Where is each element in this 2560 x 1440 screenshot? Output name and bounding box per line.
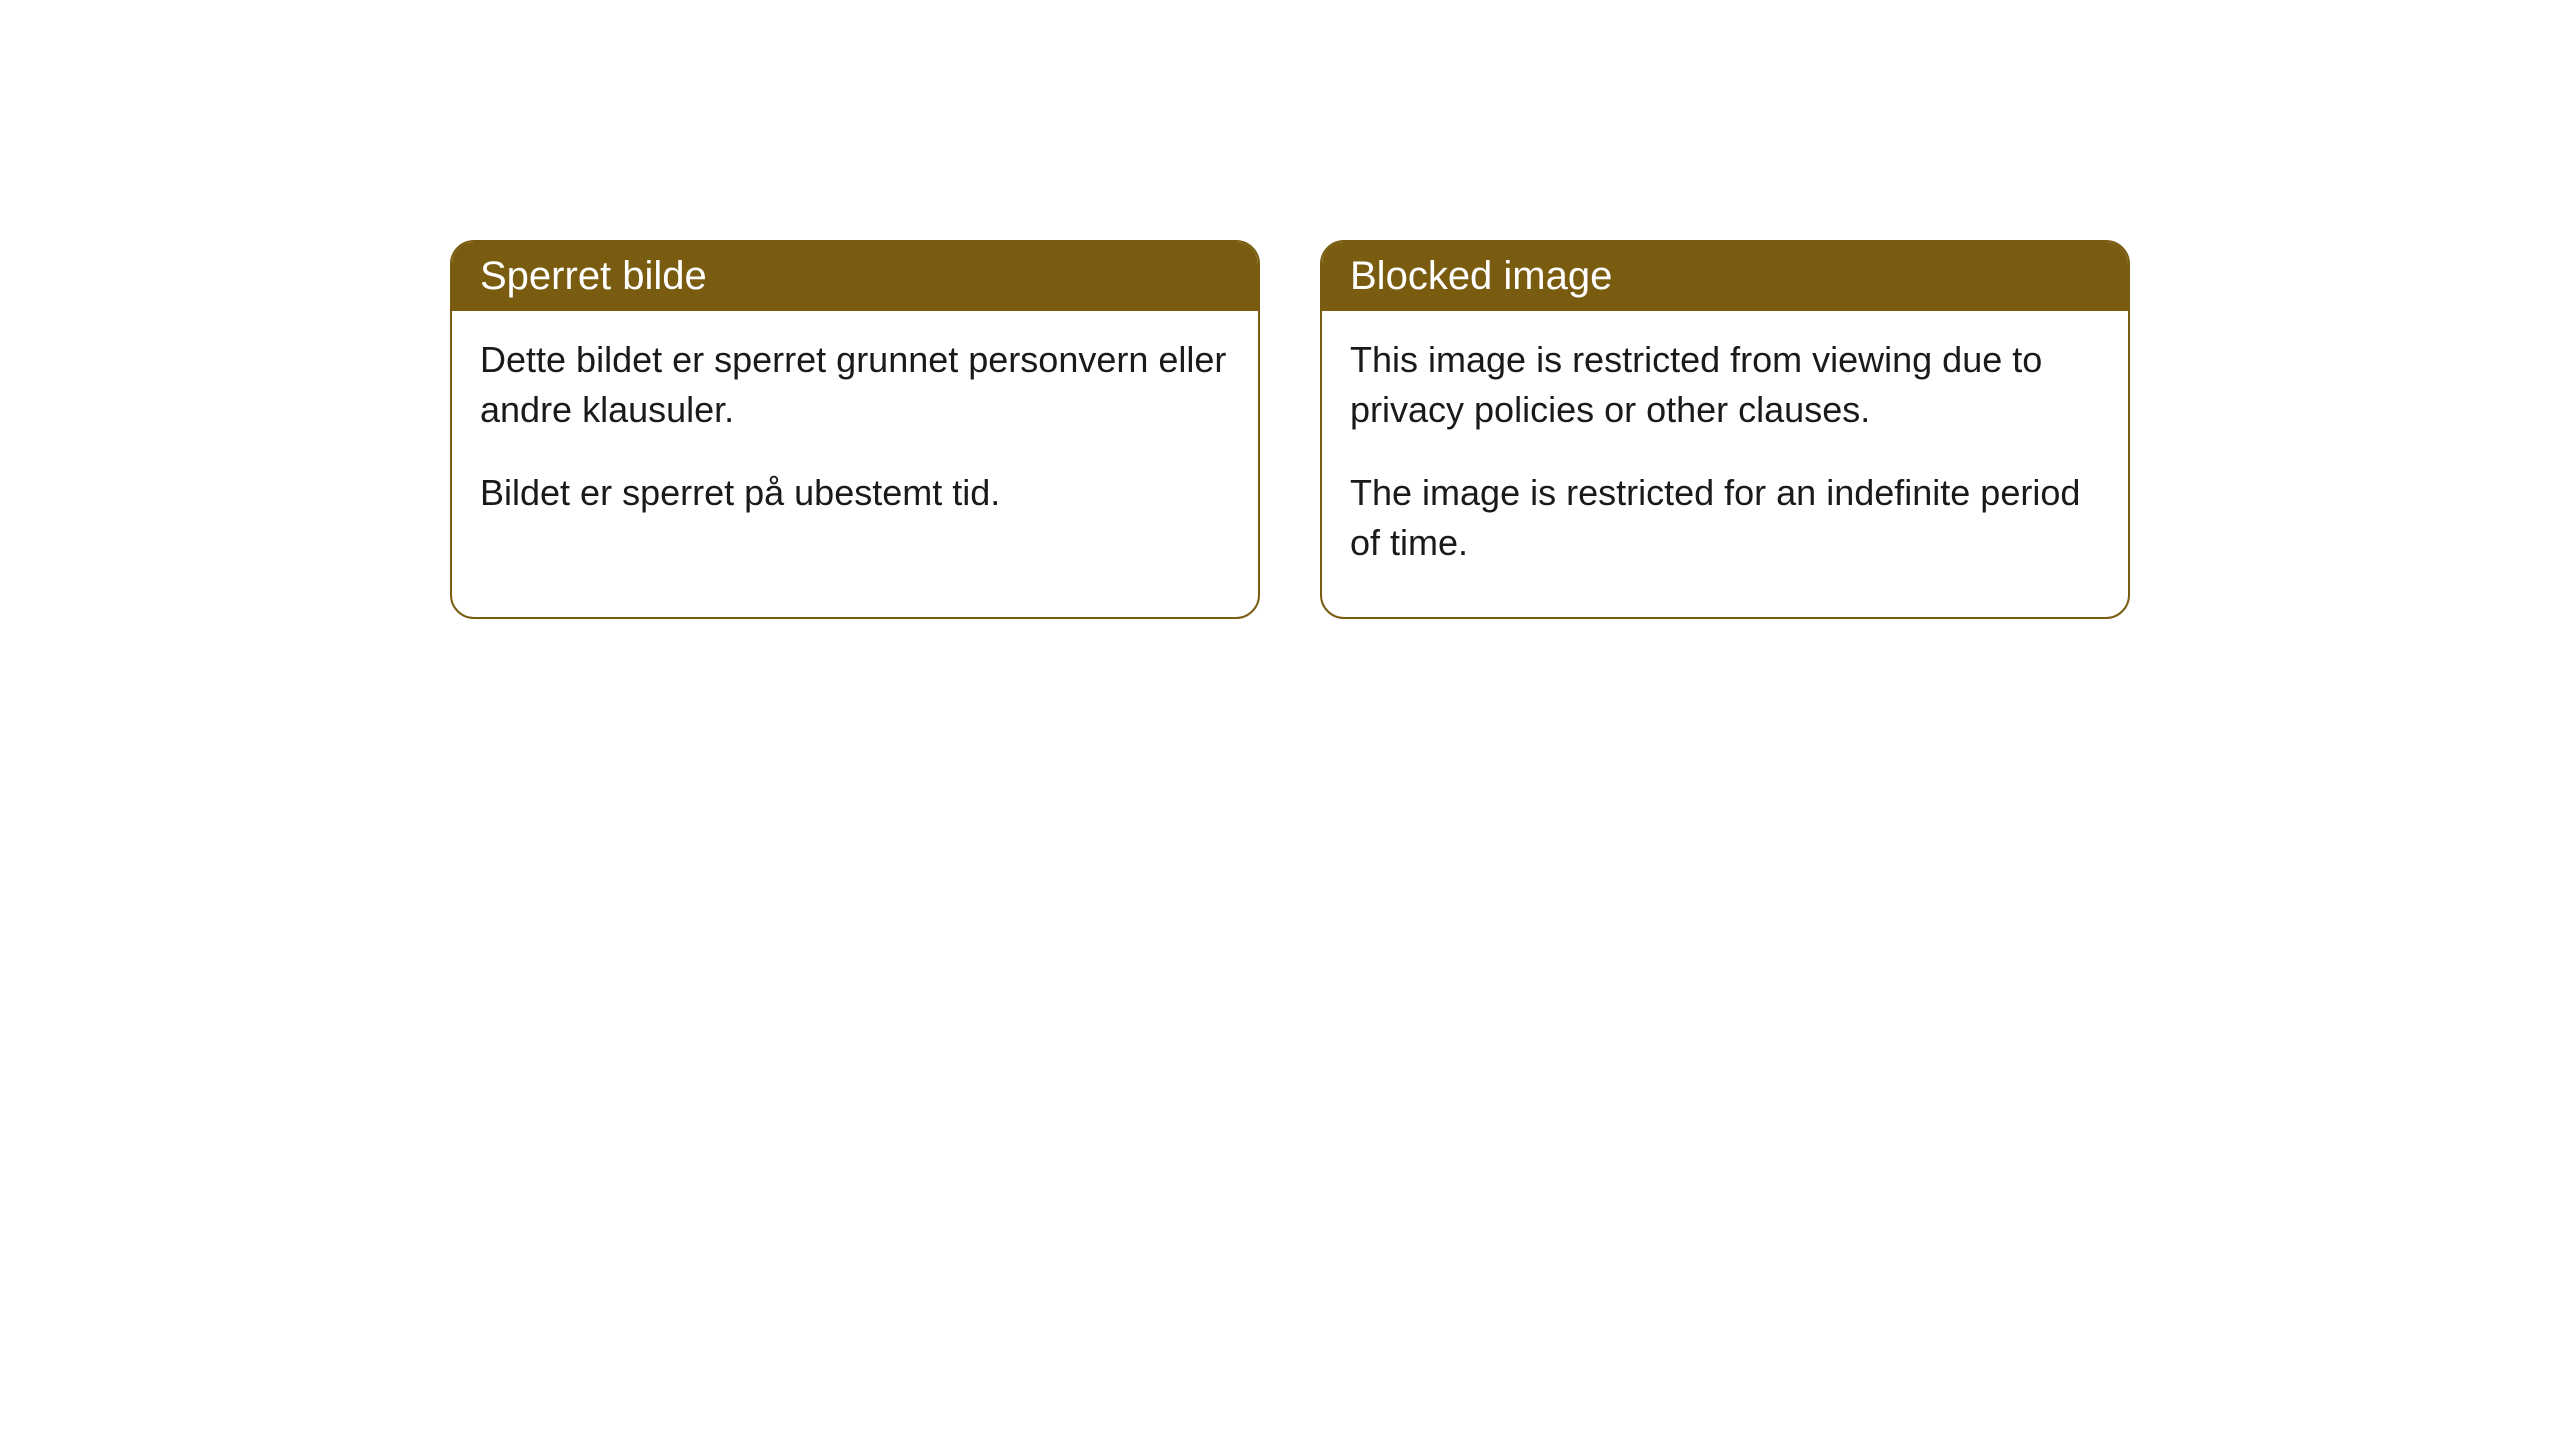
- card-english: Blocked image This image is restricted f…: [1320, 240, 2130, 619]
- cards-container: Sperret bilde Dette bildet er sperret gr…: [450, 240, 2130, 619]
- card-body-english: This image is restricted from viewing du…: [1322, 311, 2128, 617]
- card-header-english: Blocked image: [1322, 242, 2128, 311]
- card-norwegian: Sperret bilde Dette bildet er sperret gr…: [450, 240, 1260, 619]
- card-paragraph: Dette bildet er sperret grunnet personve…: [480, 335, 1230, 436]
- card-body-norwegian: Dette bildet er sperret grunnet personve…: [452, 311, 1258, 566]
- card-paragraph: The image is restricted for an indefinit…: [1350, 468, 2100, 569]
- card-paragraph: This image is restricted from viewing du…: [1350, 335, 2100, 436]
- card-paragraph: Bildet er sperret på ubestemt tid.: [480, 468, 1230, 518]
- card-header-norwegian: Sperret bilde: [452, 242, 1258, 311]
